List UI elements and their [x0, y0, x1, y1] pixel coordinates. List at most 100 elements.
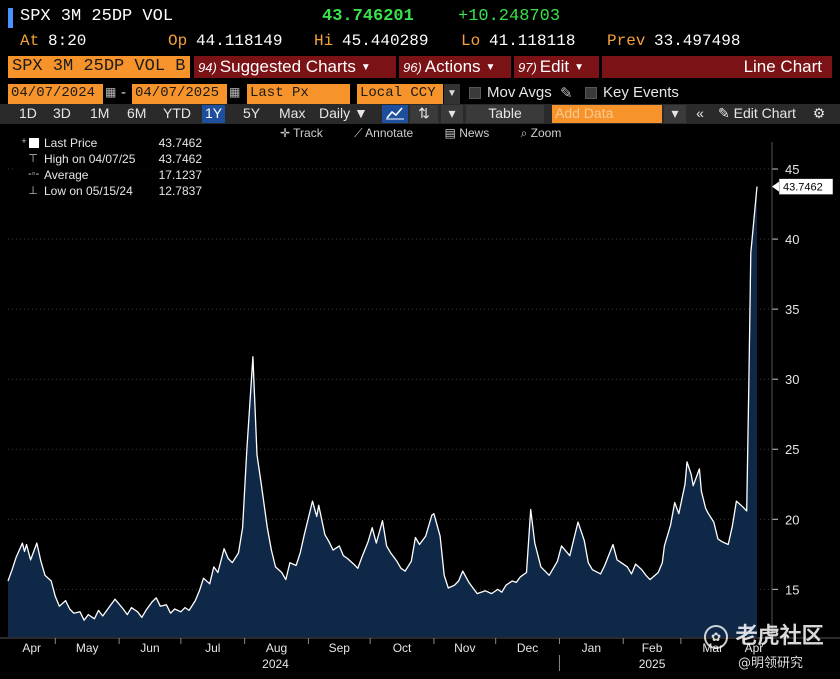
at-value: 8:20: [48, 32, 87, 50]
bar-style-icon[interactable]: ⇅: [410, 105, 438, 123]
edit-chart-button[interactable]: ✎ Edit Chart: [718, 105, 796, 122]
legend-name: Low on 05/15/24: [44, 184, 133, 198]
low-label: Lo: [461, 32, 481, 50]
legend-row-average: -◦- Average 17.1237: [16, 168, 208, 184]
end-date-input[interactable]: 04/07/2025: [132, 84, 227, 104]
chart-tools: ✛ Track ⟋ Annotate ▤ News ⌕ Zoom: [280, 126, 589, 142]
period-1d-button[interactable]: 1D: [19, 105, 37, 121]
legend-name: High on 04/07/25: [44, 152, 136, 166]
quote-stats: At 8:20 Op 44.118149 Hi 45.440289 Lo 41.…: [0, 30, 840, 54]
prev-label: Prev: [607, 32, 646, 50]
suggested-charts-menu[interactable]: 94) Suggested Charts ▼: [194, 56, 396, 78]
y-axis: 15 20 25 30 35 40 45: [771, 142, 799, 637]
mov-avgs-checkbox[interactable]: [469, 87, 481, 99]
frequency-select[interactable]: Daily ▼: [319, 105, 368, 121]
chevron-down-icon[interactable]: ▼: [444, 84, 460, 104]
chart-grid: [8, 168, 770, 590]
edit-menu[interactable]: 97) Edit ▼: [514, 56, 599, 78]
zoom-label: Zoom: [530, 126, 562, 140]
pencil-icon: ✎: [718, 105, 730, 121]
pencil-icon[interactable]: ✎: [560, 85, 573, 102]
tag-pointer: [772, 181, 779, 192]
x-axis: Apr May Jun Jul Aug Sep Oct Nov Dec Jan Feb Mar Apr2…: [0, 637, 840, 671]
annotate-label: Annotate: [365, 126, 414, 140]
chevron-down-icon[interactable]: ▾: [664, 105, 686, 123]
actions-menu[interactable]: 96) Actions ▼: [399, 56, 511, 78]
legend-name: Average: [44, 168, 89, 182]
period-ytd-button[interactable]: YTD: [163, 105, 191, 121]
mov-avgs-label[interactable]: Mov Avgs: [487, 84, 552, 101]
gear-icon[interactable]: ⚙: [812, 105, 826, 121]
legend-row-last-price[interactable]: + Last Price 43.7462: [16, 136, 208, 152]
calendar-icon[interactable]: ▦: [105, 85, 117, 99]
table-button[interactable]: Table: [466, 105, 544, 123]
zoom-tool[interactable]: ⌕ Zoom: [520, 126, 562, 140]
legend-name: Last Price: [44, 136, 98, 150]
collapse-left-icon[interactable]: «: [696, 105, 704, 121]
high-value: 45.440289: [342, 32, 429, 50]
calendar-icon[interactable]: ▦: [229, 85, 241, 99]
x-tick-label: Oct: [393, 641, 412, 655]
x-tick-label: Sep: [329, 641, 351, 655]
y-tick-label: 40: [785, 232, 799, 247]
tiger-logo-icon: ✿: [704, 625, 728, 649]
legend-value: 43.7462: [158, 136, 202, 150]
x-tick-label: May: [76, 641, 99, 655]
net-change-value: +10.248703: [458, 7, 561, 26]
function-bar: SPX 3M 25DP VOL B 94) Suggested Charts ▼ 9…: [0, 54, 840, 78]
series-visible-checkbox[interactable]: [29, 138, 39, 148]
legend-value: 17.1237: [158, 168, 202, 182]
expand-icon[interactable]: +: [21, 136, 27, 146]
x-tick-label: Jan: [582, 641, 601, 655]
y-tick-label: 30: [785, 372, 799, 387]
x-tick-label: Apr: [22, 641, 41, 655]
ticker-label: SPX 3M 25DP VOL: [20, 7, 174, 26]
last-price-tag: 43.7462: [772, 178, 834, 195]
watermark-logo: ✿ 老虎社区: [704, 618, 824, 650]
period-6m-button[interactable]: 6M: [127, 105, 147, 121]
legend-row-high: ⊤ High on 04/07/25 43.7462: [16, 152, 208, 168]
currency-select[interactable]: Local CCY: [357, 84, 443, 104]
chevron-down-icon[interactable]: ▾: [441, 105, 463, 123]
legend-value: 12.7837: [158, 184, 202, 198]
menu-label: Actions: [424, 57, 481, 76]
x-tick-label: Feb: [642, 641, 663, 655]
key-events-label[interactable]: Key Events: [603, 84, 679, 101]
x-year-label: 2024: [262, 657, 289, 671]
y-tick-label: 35: [785, 302, 799, 317]
add-data-input[interactable]: Add Data: [552, 105, 662, 123]
prev-value: 33.497498: [654, 32, 741, 50]
annotate-tool[interactable]: ⟋ Annotate: [354, 126, 414, 140]
low-marker-icon: ⊥: [28, 185, 38, 197]
track-tool[interactable]: ✛ Track: [280, 126, 323, 140]
period-max-button[interactable]: Max: [279, 105, 306, 121]
menu-label: Edit: [539, 57, 570, 76]
period-3d-button[interactable]: 3D: [53, 105, 71, 121]
news-label: News: [459, 126, 490, 140]
key-events-checkbox[interactable]: [585, 87, 597, 99]
field-select[interactable]: Last Px: [247, 84, 350, 104]
price-area-fill: [8, 186, 757, 637]
quote-header: SPX 3M 25DP VOL 43.746201 +10.248703: [0, 4, 840, 30]
period-1y-button[interactable]: 1Y: [202, 105, 226, 123]
x-tick-label: Jun: [140, 641, 159, 655]
security-field[interactable]: SPX 3M 25DP VOL B: [8, 56, 190, 78]
period-1m-button[interactable]: 1M: [90, 105, 110, 121]
x-tick-label: Apr: [745, 641, 764, 655]
news-tool[interactable]: ▤ News: [444, 126, 490, 140]
open-value: 44.118149: [196, 32, 283, 50]
y-tick-label: 15: [785, 582, 799, 597]
chart-legend: + Last Price 43.7462 ⊤ High on 04/07/25 …: [16, 134, 208, 204]
caret-down-icon: ▼: [360, 62, 371, 74]
period-5y-button[interactable]: 5Y: [243, 105, 261, 121]
start-date-input[interactable]: 04/07/2024: [8, 84, 103, 104]
x-tick-label: Jul: [205, 641, 220, 655]
legend-value: 43.7462: [158, 152, 202, 166]
y-tick-label: 45: [785, 162, 799, 177]
x-tick-label: Dec: [517, 641, 538, 655]
line-chart-icon[interactable]: [382, 105, 408, 123]
menu-number: 96): [403, 60, 422, 75]
watermark-sub: @明领研究: [738, 656, 804, 671]
menu-number: 97): [518, 60, 537, 75]
